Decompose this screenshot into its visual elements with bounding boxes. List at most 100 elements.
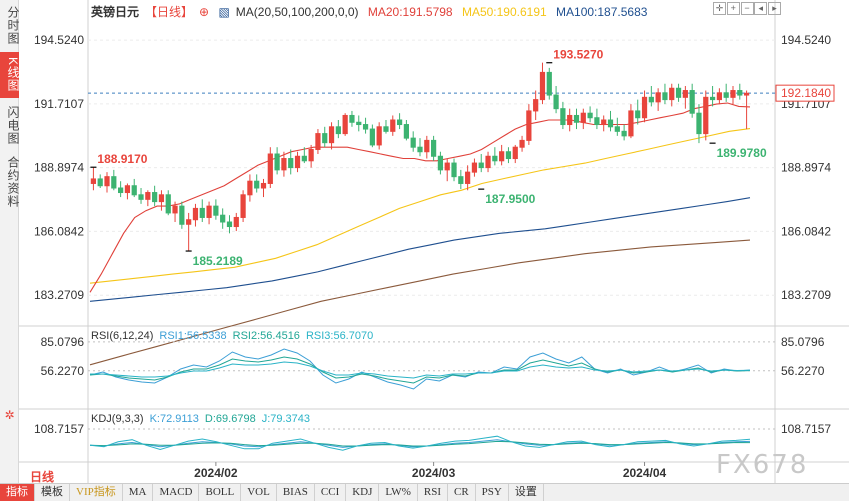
candle — [451, 158, 457, 182]
add-indicator-icon[interactable]: ⊕ — [199, 5, 210, 19]
candle-body — [430, 139, 437, 157]
ma100-line — [89, 197, 751, 302]
tab-contract-info[interactable]: 合约资料 — [6, 156, 20, 208]
tab-vol[interactable]: VOL — [241, 484, 277, 501]
kdj-legend: KDJ(9,3,3) K:72.9113 D:69.6798 J:79.3743 — [91, 413, 316, 425]
ma-params: MA(20,50,100,200,0,0) — [235, 5, 359, 19]
chart-canvas[interactable]: 188.9170 185.2189 187.9500 193.5270 189.9780… — [0, 0, 849, 483]
candle-body — [213, 205, 219, 216]
tab-lw[interactable]: LW% — [379, 484, 418, 501]
tab-indicators[interactable]: 指标 — [0, 484, 35, 501]
tab-vip-indicators[interactable]: VIP指标 — [70, 484, 123, 501]
candle-body — [240, 194, 246, 218]
ma-settings-icon[interactable]: ▧ — [218, 5, 230, 19]
candle — [179, 201, 185, 229]
candle-body — [267, 153, 273, 184]
candle — [383, 120, 389, 134]
candle — [669, 83, 675, 107]
rsi-tick-right: 56.2270 — [781, 364, 825, 378]
candle-body — [451, 162, 457, 178]
candle — [410, 131, 416, 152]
candle — [471, 158, 478, 177]
candle-body — [662, 92, 668, 101]
candle — [553, 86, 559, 114]
candle — [111, 169, 117, 191]
tab-settings[interactable]: 设置 — [509, 484, 544, 501]
candle-body — [594, 117, 600, 126]
candle-body — [539, 71, 546, 101]
candle-body — [152, 192, 158, 203]
date-label: 2024/04 — [623, 466, 667, 480]
current-price-box — [775, 84, 835, 102]
candle — [424, 135, 430, 159]
tab-boll[interactable]: BOLL — [199, 484, 242, 501]
tab-psy[interactable]: PSY — [476, 484, 509, 501]
moving-average-lines — [89, 102, 751, 366]
price-tick-right: 183.2709 — [781, 288, 831, 302]
candle — [737, 83, 743, 100]
kdj-panel: 108.7157 108.7157 — [34, 422, 831, 451]
candle — [165, 190, 171, 216]
candle-body — [362, 124, 369, 130]
candle-body — [723, 92, 729, 98]
tab-timeshare[interactable]: 分时图 — [6, 5, 20, 45]
candle-body — [145, 192, 151, 200]
tab-rsi[interactable]: RSI — [418, 484, 448, 501]
candle — [594, 108, 600, 130]
zoom-in-icon[interactable]: + — [726, 2, 740, 15]
period-label[interactable]: 日线 — [30, 470, 55, 484]
price-tick-left: 183.2709 — [34, 288, 84, 302]
candle — [97, 174, 103, 188]
settings-gear-icon[interactable]: ✲ — [4, 408, 15, 422]
date-axis: 2024/02 2024/03 2024/04 — [194, 462, 667, 480]
candle — [655, 88, 661, 111]
price-tick-left: 194.5240 — [34, 33, 84, 47]
watermark: FX678 — [716, 450, 809, 480]
candle-body — [390, 119, 396, 132]
candle-body — [206, 205, 212, 218]
candle-body — [621, 130, 627, 137]
candle — [614, 117, 620, 136]
tab-lightning[interactable]: 闪电图 — [6, 105, 20, 145]
candle — [675, 83, 682, 102]
tab-macd[interactable]: MACD — [153, 484, 200, 501]
candle — [628, 104, 634, 139]
scroll-right-icon[interactable]: ▸ — [768, 2, 781, 15]
candle — [328, 122, 335, 150]
candle — [417, 138, 423, 157]
candle-body — [669, 87, 675, 101]
tab-bias[interactable]: BIAS — [277, 484, 315, 501]
kdj-d-value: D:69.6798 — [204, 413, 256, 425]
tab-kdj[interactable]: KDJ — [346, 484, 380, 501]
candle-body — [580, 112, 586, 123]
candle-body — [614, 126, 620, 132]
zoom-out-icon[interactable]: − — [740, 2, 754, 15]
tab-cr[interactable]: CR — [448, 484, 476, 501]
candle-body — [567, 114, 573, 126]
left-tab-bar: 分时图 K线图 闪电图 合约资料 ✲ — [0, 0, 20, 483]
candle — [485, 151, 491, 173]
candle — [703, 90, 709, 141]
crosshair-icon[interactable]: ✛ — [713, 2, 726, 15]
tab-ma[interactable]: MA — [123, 484, 154, 501]
scroll-left-icon[interactable]: ◂ — [754, 2, 768, 15]
tab-kline[interactable]: K线图 — [0, 52, 20, 98]
candle-body — [226, 221, 233, 228]
instrument-name: 英镑日元 — [91, 5, 140, 19]
rsi-tick-left: 85.0796 — [41, 335, 85, 349]
candle — [499, 144, 505, 166]
price-tick-right: 194.5240 — [781, 33, 831, 47]
candle-body — [315, 133, 321, 150]
candle-body — [682, 90, 688, 98]
tab-cci[interactable]: CCI — [315, 484, 347, 501]
tab-templates[interactable]: 模板 — [35, 484, 70, 501]
candle — [505, 147, 512, 164]
candle — [267, 147, 273, 188]
candle-body — [696, 112, 702, 135]
candle-body — [478, 162, 484, 169]
candle-body — [703, 96, 709, 135]
candle-body — [97, 178, 103, 187]
candle-body — [465, 171, 471, 184]
candle — [723, 83, 729, 102]
